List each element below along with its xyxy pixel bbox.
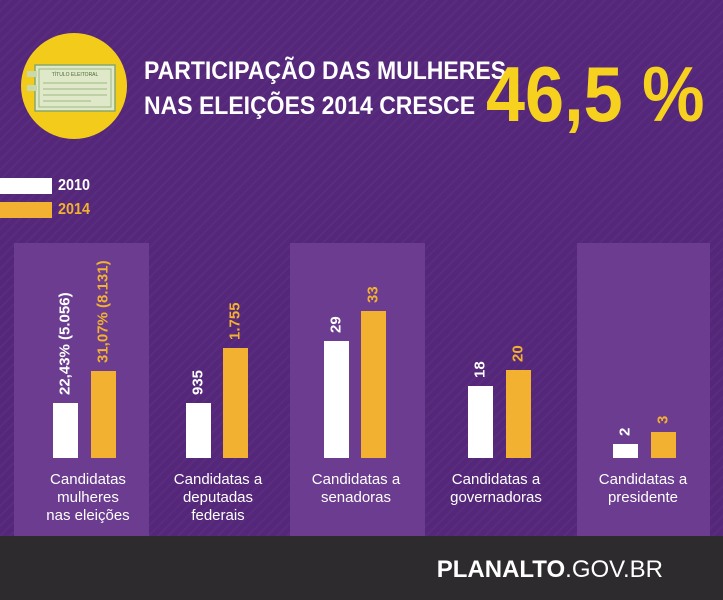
header-icon-circle: TÍTULO ELEITORAL [21, 33, 127, 139]
value-label-2010-presidente: 2 [616, 428, 633, 436]
category-label-governadoras: Candidatas a governadoras [450, 471, 542, 506]
value-label-2014-senadoras: 33 [364, 286, 381, 303]
category-label-deputadas: Candidatas a deputadas federais [173, 471, 263, 524]
bar-2010-presidente [613, 444, 638, 458]
legend-swatch-2014 [0, 202, 52, 218]
category-panel-3 [290, 243, 425, 536]
category-panel-1 [14, 243, 149, 536]
value-label-2014-deputadas: 1.755 [226, 302, 243, 340]
category-panel-5 [577, 243, 710, 536]
footer-bar: PLANALTO.GOV.BR [0, 536, 723, 600]
title-line-2: NAS ELEIÇÕES 2014 CRESCE [144, 92, 476, 120]
category-label-senadoras: Candidatas a senadoras [311, 471, 401, 506]
title-line-1: PARTICIPAÇÃO DAS MULHERES [144, 57, 507, 85]
bar-2010-deputadas [186, 403, 211, 458]
legend-label-2010: 2010 [58, 177, 91, 194]
bar-2014-governadoras [506, 370, 531, 458]
value-label-2014-governadoras: 20 [509, 345, 526, 362]
bar-2014-senadoras [361, 311, 386, 458]
voter-card-icon: TÍTULO ELEITORAL [27, 64, 116, 112]
category-label-mulheres: Candidatas mulheres nas eleições [46, 471, 130, 524]
legend-item-2010: 2010 [0, 177, 94, 195]
bar-2014-deputadas [223, 348, 248, 458]
planalto-logo[interactable]: PLANALTO.GOV.BR [437, 556, 663, 584]
category-label-presidente: Candidatas a presidente [598, 471, 688, 506]
logo-bold-text: PLANALTO [436, 556, 566, 583]
value-label-2010-mulheres: 22,43% (5.056) [56, 292, 73, 395]
card-title: TÍTULO ELEITORAL [52, 71, 99, 78]
headline-percentage: 46,5 % [486, 50, 705, 138]
value-label-2010-governadoras: 18 [471, 361, 488, 378]
bar-2014-presidente [651, 432, 676, 458]
bar-2010-governadoras [468, 386, 493, 458]
bar-2010-mulheres [53, 403, 78, 458]
value-label-2014-presidente: 3 [654, 416, 671, 424]
value-label-2010-senadoras: 29 [327, 316, 344, 333]
bar-2014-mulheres [91, 371, 116, 458]
legend-label-2014: 2014 [58, 201, 91, 218]
value-label-2014-mulheres: 31,07% (8.131) [94, 260, 111, 363]
legend-item-2014: 2014 [0, 201, 94, 219]
legend-swatch-2010 [0, 178, 52, 194]
logo-thin-text: .GOV.BR [565, 556, 663, 583]
value-label-2010-deputadas: 935 [189, 370, 206, 395]
bar-2010-senadoras [324, 341, 349, 458]
